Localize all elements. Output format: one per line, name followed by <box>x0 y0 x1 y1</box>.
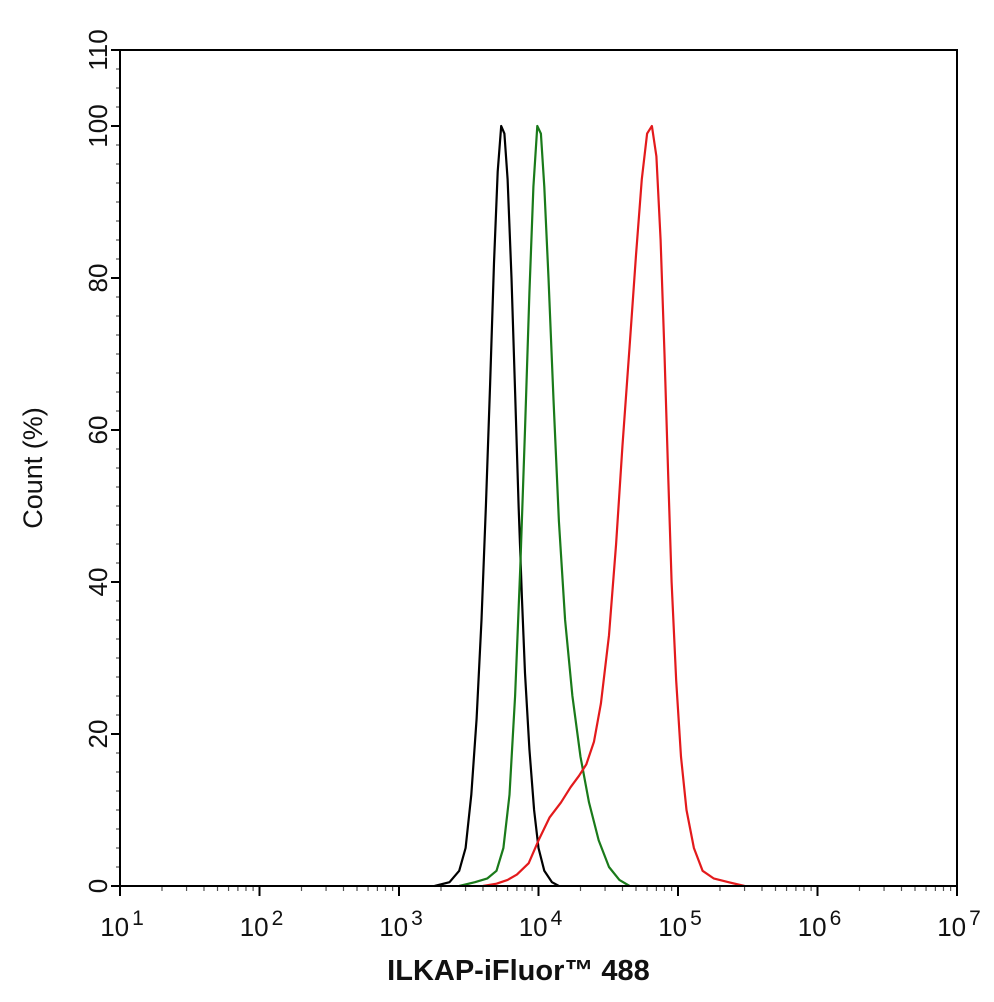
x-axis: 10 1 10 2 10 3 10 4 10 5 10 6 10 7 <box>100 886 981 942</box>
series-line-3 <box>482 124 745 888</box>
x-tick-exponent: 7 <box>969 907 981 930</box>
x-tick-base: 10 <box>379 912 408 942</box>
x-tick-base: 10 <box>798 912 827 942</box>
x-tick-label: 10 4 <box>519 907 563 942</box>
x-tick-label: 10 7 <box>937 907 981 942</box>
x-tick-base: 10 <box>519 912 548 942</box>
x-tick-label: 10 6 <box>798 907 842 942</box>
x-tick-label: 10 2 <box>240 907 284 942</box>
x-axis-title: ILKAP-iFluor™ 488 <box>387 955 650 987</box>
plot-frame <box>119 49 958 887</box>
y-axis-title: Count (%) <box>18 407 48 529</box>
x-tick-label: 10 1 <box>100 907 144 942</box>
x-tick-exponent: 6 <box>830 907 842 930</box>
y-tick-label: 110 <box>83 29 113 70</box>
x-tick-exponent: 4 <box>551 907 563 930</box>
series-line-2 <box>458 124 631 888</box>
y-tick-label: 80 <box>83 264 113 293</box>
x-tick-base: 10 <box>100 912 129 942</box>
x-tick-exponent: 5 <box>690 907 702 930</box>
y-tick-label: 40 <box>83 568 113 597</box>
x-tick-base: 10 <box>240 912 269 942</box>
x-tick-exponent: 2 <box>272 907 284 930</box>
x-tick-label: 10 5 <box>658 907 702 942</box>
x-tick-base: 10 <box>658 912 687 942</box>
y-axis: 0 20 40 60 80 100 110 <box>83 29 120 893</box>
x-tick-exponent: 1 <box>132 907 144 930</box>
y-tick-label: 100 <box>83 104 113 147</box>
y-tick-label: 20 <box>83 720 113 749</box>
series-line-1 <box>434 124 560 888</box>
x-tick-label: 10 3 <box>379 907 423 942</box>
x-tick-base: 10 <box>937 912 966 942</box>
x-tick-exponent: 3 <box>411 907 423 930</box>
series-layer <box>434 124 745 888</box>
y-tick-label: 60 <box>83 416 113 445</box>
y-tick-label: 0 <box>83 879 113 893</box>
